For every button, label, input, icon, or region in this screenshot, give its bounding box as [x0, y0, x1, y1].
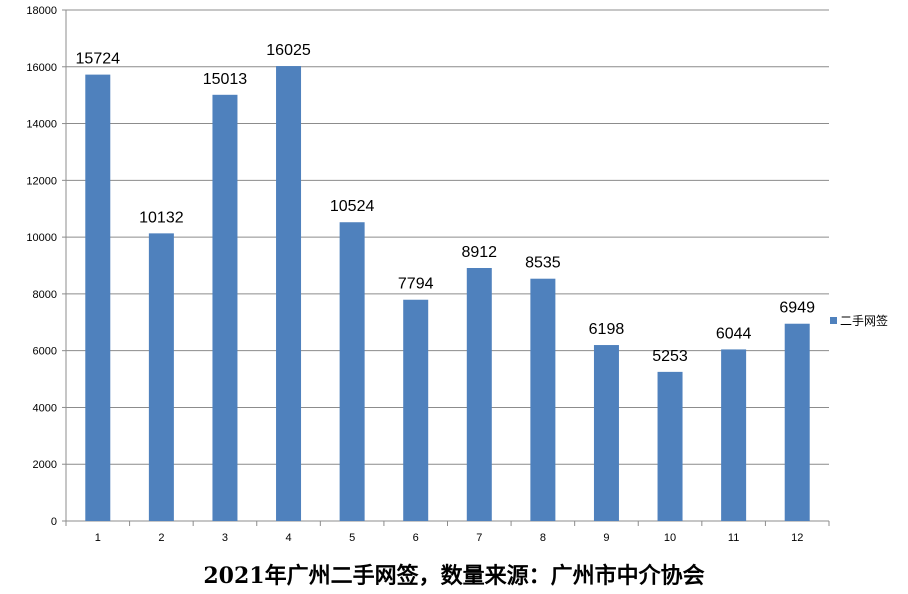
bar: [403, 299, 429, 521]
data-label: 10132: [139, 209, 184, 226]
bar: [593, 345, 619, 521]
chart-caption: 2021年广州二手网签，数量来源：广州市中介协会: [203, 563, 705, 589]
bar: [148, 233, 174, 522]
data-label: 6949: [779, 300, 815, 317]
y-tick-label: 16000: [26, 62, 57, 74]
x-tick-label: 9: [603, 532, 609, 544]
data-label: 10524: [330, 198, 375, 215]
data-label: 15724: [76, 51, 121, 68]
bar: [85, 74, 111, 522]
x-tick-label: 1: [95, 532, 101, 544]
bar: [530, 278, 556, 521]
data-label: 6044: [716, 325, 752, 342]
y-tick-label: 8000: [33, 289, 57, 301]
bar: [466, 267, 492, 521]
data-label: 5253: [652, 348, 688, 365]
y-tick-label: 2000: [33, 459, 57, 471]
x-tick-label: 10: [664, 532, 676, 544]
x-tick-label: 8: [540, 532, 546, 544]
data-label: 15013: [203, 71, 248, 88]
y-tick-label: 10000: [26, 232, 57, 244]
x-tick-label: 11: [728, 532, 739, 544]
bar: [784, 323, 810, 521]
x-tick-label: 4: [285, 532, 291, 544]
x-tick-label: 3: [222, 532, 228, 544]
data-label: 7794: [398, 276, 434, 293]
bar: [212, 94, 238, 521]
x-tick-label: 5: [349, 532, 355, 544]
x-tick-label: 6: [413, 532, 419, 544]
y-tick-label: 12000: [26, 175, 57, 187]
bar: [276, 66, 302, 521]
bar: [721, 349, 747, 521]
y-tick-label: 0: [51, 516, 57, 528]
x-tick-label: 2: [158, 532, 164, 544]
data-label: 8535: [525, 255, 561, 272]
y-tick-label: 6000: [33, 346, 57, 358]
legend-swatch: [830, 316, 837, 324]
x-tick-label: 12: [791, 532, 803, 544]
legend-label: 二手网签: [840, 313, 889, 328]
data-label: 6198: [589, 321, 625, 338]
y-tick-label: 18000: [26, 5, 57, 17]
y-tick-label: 14000: [26, 119, 57, 131]
data-label: 8912: [461, 244, 497, 261]
data-label: 16025: [266, 42, 311, 59]
bar: [657, 371, 683, 521]
bar: [339, 222, 365, 521]
y-tick-label: 4000: [33, 402, 57, 414]
legend: 二手网签: [830, 312, 888, 328]
x-tick-label: 7: [476, 532, 482, 544]
